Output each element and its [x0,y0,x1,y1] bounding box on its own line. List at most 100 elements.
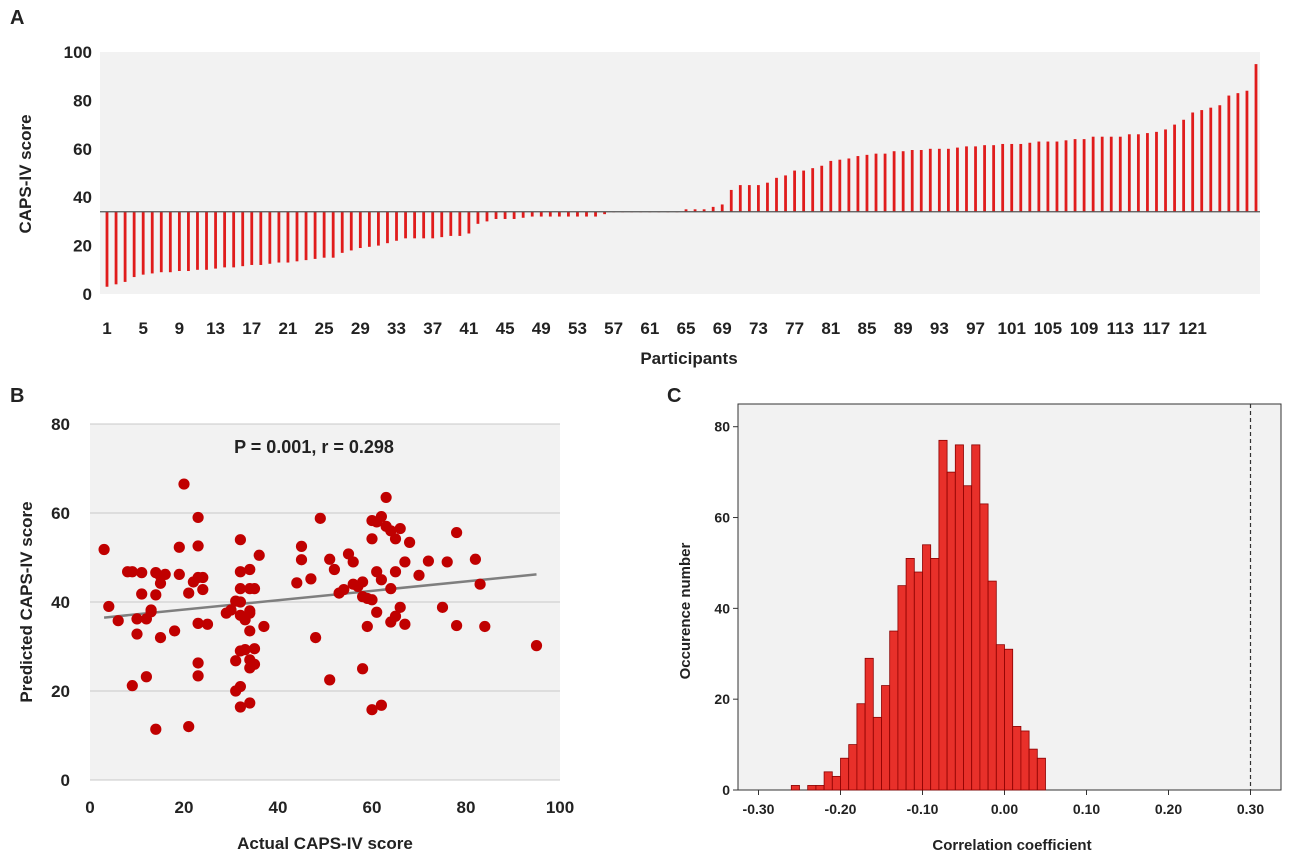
panel-a-bar [1164,129,1167,212]
panel-b-point [234,534,246,546]
panel-b-point [295,554,308,566]
panel-b-point [253,549,265,561]
panel-b-point [389,566,402,578]
panel-a-bar [530,211,534,217]
panel-b-point [178,478,190,490]
panel-c-ytick-label: 80 [714,419,730,435]
panel-a-ytick-label: 20 [73,237,92,256]
panel-a-bar [1073,139,1077,212]
panel-b-point [314,512,326,524]
panel-a-ytick-label: 40 [73,188,92,207]
panel-b-point [357,576,369,588]
panel-c-ytick-label: 0 [722,782,730,798]
panel-b-point [479,620,491,633]
panel-b-point [173,568,185,581]
panel-a-bar [304,211,308,261]
panel-b-point [385,583,397,595]
panel-a-bar [386,211,389,244]
panel-a-xtick-label: 37 [423,319,442,338]
panel-a-xtick-label: 93 [930,319,949,338]
panel-b-point [244,625,256,637]
panel-a-bar [548,211,552,217]
panel-c-bar [913,571,923,791]
panel-a-bar [232,211,236,268]
panel-a-ytick-label: 60 [73,140,92,159]
panel-a-bar [1227,95,1231,212]
panel-c-x-ticks: -0.30 -0.20 -0.10 0.00 0.10 0.20 0.30 [743,790,1264,817]
panel-b-point [126,680,138,692]
panel-a-bar [802,170,806,212]
panel-a-xtick-label: 121 [1178,319,1206,338]
panel-a-bar [1037,141,1041,212]
panel-a-bar [268,211,272,264]
panel-b-point [394,522,406,535]
panel-a-bar [567,211,570,217]
panel-a-bar [223,211,227,268]
panel-a-bar [141,211,145,275]
panel-b-point [366,533,378,545]
panel-b-point [140,671,152,683]
panel-c-bar [897,585,907,791]
panel-a-bar [485,211,489,222]
panel-b-xlabel: Actual CAPS-IV score [237,834,413,853]
panel-a-x-ticks: 1 5 9 13 17 21 25 29 33 37 41 45 49 53 57 61 65 69 73 77 81 8… [102,319,1207,338]
panel-b-point [248,583,261,595]
panel-b-point [192,540,204,552]
panel-a-xtick-label: 45 [496,319,515,338]
panel-a-bar [784,175,787,212]
panel-c-bar [938,439,948,791]
panel-a-xtick-label: 25 [315,319,334,338]
panel-c-bar [922,544,932,791]
panel-a-bar [503,211,507,219]
panel-a-bar [358,211,362,249]
panel-b-point [328,563,340,576]
panel-b-xtick-label: 80 [457,798,476,817]
panel-b-point [131,628,143,640]
panel-a-bar [1091,136,1095,212]
panel-a-bar [440,211,444,238]
panel-a-bar [974,146,977,212]
panel-a-xtick-label: 65 [677,319,696,338]
panel-a-bar [820,165,824,212]
panel-a-bar [196,211,199,270]
panel-a-xtick-label: 117 [1143,319,1170,338]
panel-a-bar [992,145,996,212]
panel-a-bar [277,211,281,263]
panel-a-bar [919,150,923,212]
panel-b-point [192,657,204,669]
panel-c-bar [823,771,833,791]
panel-a-bar [331,211,335,258]
panel-b-annotation: P = 0.001, r = 0.298 [234,437,394,457]
panel-b-xtick-label: 40 [269,798,288,817]
panel-a-bar [766,182,769,212]
panel-a-bar [404,211,407,239]
panel-a-bar [322,211,326,258]
panel-b-point [389,610,402,622]
panel-a-xtick-label: 57 [604,319,623,338]
panel-c-bar [1020,730,1030,791]
panel-b-point [234,596,246,608]
panel-c-bar [1036,757,1046,791]
panel-b-point [136,567,148,579]
panel-a-bar [874,153,878,212]
panel-a-bar [856,156,860,212]
panel-a-bar [177,211,181,272]
panel-a-bar [377,211,380,246]
panel-b-point [248,658,261,670]
panel-a-bar [865,154,869,212]
panel-b-point [394,601,406,613]
panel-c-bar [1012,726,1022,791]
panel-c-xtick-label: 0.20 [1155,801,1182,817]
panel-b-x-ticks: 0 20 40 60 80 100 [85,798,574,817]
panel-a-bar [965,146,968,212]
panel-a-xtick-label: 5 [138,319,147,338]
panel-b-point [347,556,359,568]
panel-c-xtick-label: -0.10 [907,801,939,817]
panel-a-xtick-label: 105 [1034,319,1062,338]
panel-a-bar [105,211,109,287]
panel-c-bars [790,439,1046,791]
panel-a-bar [557,211,561,217]
panel-a-bar [928,148,932,212]
panel-b-point [291,577,303,589]
